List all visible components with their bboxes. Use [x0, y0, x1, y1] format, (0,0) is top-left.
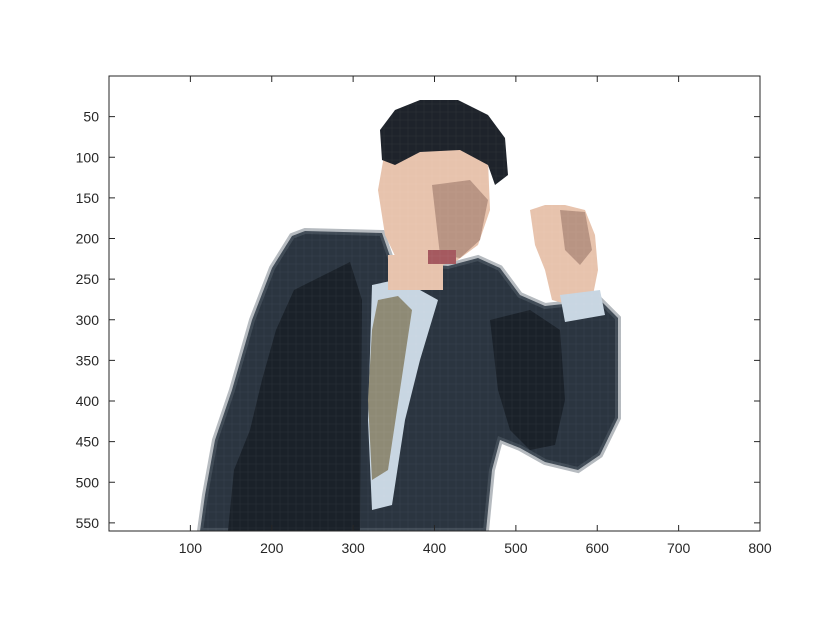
y-tick-label: 300: [76, 312, 100, 328]
x-tick-label: 800: [748, 540, 772, 556]
y-tick-label: 350: [76, 352, 100, 368]
y-tick-label: 150: [76, 190, 100, 206]
y-tick-label: 450: [76, 434, 100, 450]
x-tick-label: 400: [423, 540, 447, 556]
y-axis: 50 100 150 200 250 300 350 400 450 500 550: [76, 109, 760, 531]
x-tick-label: 100: [179, 540, 203, 556]
y-tick-label: 100: [76, 149, 100, 165]
image-area: [109, 76, 760, 531]
y-tick-label: 400: [76, 393, 100, 409]
x-tick-label: 500: [504, 540, 528, 556]
x-axis: 100 200 300 400 500 600 700 800: [179, 76, 772, 556]
pixel-grid: [109, 76, 760, 531]
y-tick-label: 550: [76, 515, 100, 531]
x-tick-label: 700: [667, 540, 691, 556]
x-tick-label: 200: [260, 540, 284, 556]
man-image: [109, 76, 760, 531]
x-tick-label: 600: [586, 540, 610, 556]
x-tick-label: 300: [341, 540, 365, 556]
y-tick-label: 250: [76, 271, 100, 287]
y-tick-label: 500: [76, 474, 100, 490]
y-tick-label: 200: [76, 231, 100, 247]
y-tick-label: 50: [83, 109, 99, 125]
